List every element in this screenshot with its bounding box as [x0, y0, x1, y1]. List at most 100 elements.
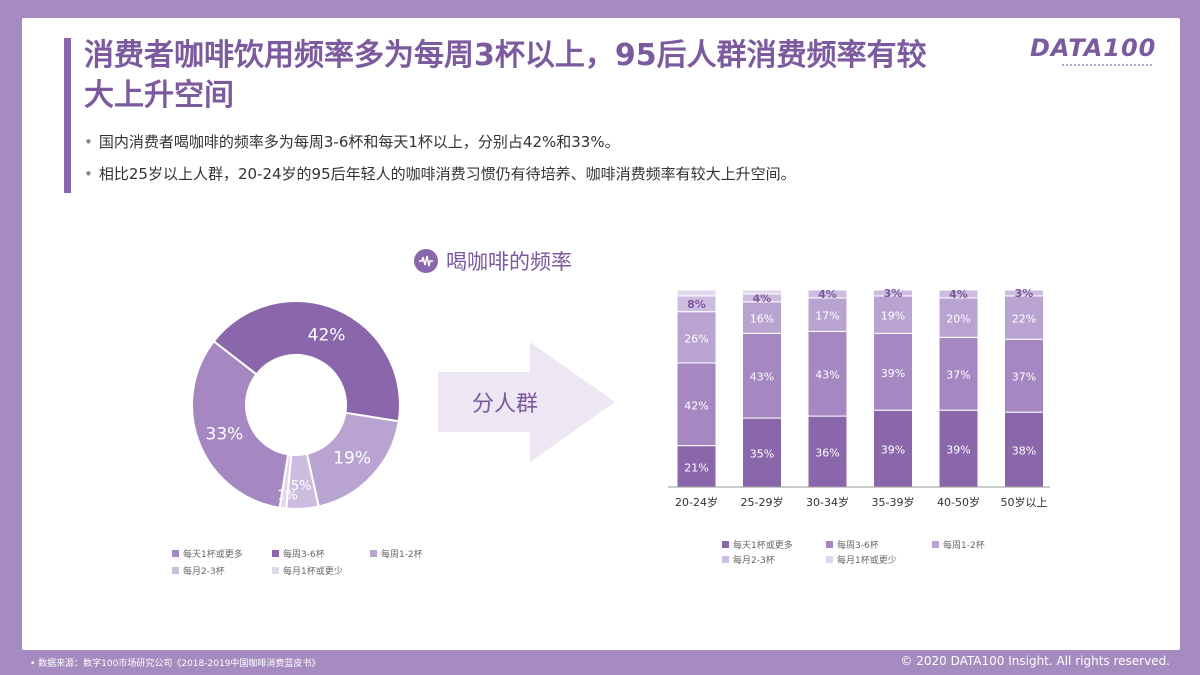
bar-segment	[807, 297, 848, 332]
bar-segment	[807, 289, 848, 299]
bar-segment	[676, 362, 717, 447]
legend-item: 每周3-6杯	[826, 538, 879, 551]
bar-segment	[742, 417, 782, 488]
x-tick-label: 30-34岁	[806, 495, 849, 509]
bar-value-label: 3%	[884, 287, 903, 300]
donut-slice	[191, 339, 290, 509]
legend-swatch	[370, 550, 377, 557]
legend-swatch	[826, 541, 833, 548]
x-tick-label: 20-24岁	[675, 495, 718, 509]
legend-label: 每月2-3杯	[733, 556, 775, 566]
bar-segment	[873, 409, 913, 488]
bar-value-label: 19%	[881, 310, 905, 323]
bar-segment	[938, 336, 979, 411]
legend-label: 每月2-3杯	[183, 567, 225, 577]
bar-segment	[938, 289, 979, 299]
bullet-text: 相比25岁以上人群，20-24岁的95后年轻人的咖啡消费习惯仍有待培养、咖啡消费…	[98, 165, 796, 183]
bar-value-label: 26%	[684, 332, 708, 345]
source-note: • 数据来源：数字100市场研究公司《2018-2019中国咖啡消费蓝皮书》	[30, 659, 321, 669]
legend-swatch	[722, 541, 729, 548]
legend-item: 每周3-6杯	[272, 547, 325, 560]
legend-item: 每周1-2杯	[932, 538, 985, 551]
donut-value-label: 19%	[333, 449, 371, 469]
bar-value-label: 4%	[818, 288, 837, 301]
donut-value-label: 5%	[291, 479, 312, 494]
bar-value-label: 17%	[815, 310, 839, 323]
legend-label: 每周3-6杯	[837, 541, 879, 551]
bullet-1: • 国内消费者喝咖啡的频率多为每周3-6杯和每天1杯以上，分别占42%和33%。	[84, 132, 620, 152]
waveform-icon	[414, 249, 438, 273]
bullet-dot: •	[84, 133, 93, 151]
donut-slice	[278, 453, 293, 510]
legend-label: 每月1杯或更少	[837, 556, 897, 566]
bar-segment	[873, 332, 913, 411]
legend-swatch	[932, 541, 939, 548]
donut-slice	[212, 300, 401, 423]
bar-value-label: 20%	[946, 313, 970, 326]
donut-value-label: 33%	[206, 424, 244, 444]
legend-label: 每周1-2杯	[381, 550, 423, 560]
bar-segment	[1004, 289, 1044, 297]
legend-swatch	[826, 556, 833, 563]
chart-heading: 喝咖啡的频率	[414, 246, 572, 276]
bar-value-label: 36%	[815, 447, 839, 460]
legend-item: 每天1杯或更多	[722, 538, 793, 551]
bar-value-label: 21%	[684, 461, 708, 474]
bar-value-label: 43%	[815, 369, 839, 382]
legend-swatch	[722, 556, 729, 563]
legend-label: 每天1杯或更多	[183, 550, 243, 560]
legend-label: 每周3-6杯	[283, 550, 325, 560]
x-tick-label: 40-50岁	[937, 495, 980, 509]
x-tick-label: 35-39岁	[872, 495, 915, 509]
bar-value-label: 43%	[750, 371, 774, 384]
arrow-label: 分人群	[472, 392, 538, 417]
bar-segment	[873, 295, 913, 334]
logo-underline	[1062, 64, 1152, 66]
legend-label: 每天1杯或更多	[733, 541, 793, 551]
bar-value-label: 3%	[1015, 287, 1034, 300]
bar-value-label: 38%	[1012, 445, 1036, 458]
bar-value-label: 42%	[684, 399, 708, 412]
stacked-bar-chart: 21% 42% 26% 8% 20-24岁 35% 43% 16% 4% 25-29岁 36% 43%…	[668, 287, 1050, 509]
bar-value-label: 39%	[881, 444, 905, 457]
bullet-text: 国内消费者喝咖啡的频率多为每周3-6杯和每天1杯以上，分别占42%和33%。	[98, 133, 620, 151]
bar-value-label: 22%	[1012, 313, 1036, 326]
bar-value-label: 37%	[1012, 371, 1036, 384]
donut-chart: 33% 42% 19% 5%1%	[191, 300, 401, 510]
brand-logo: DATA100	[1030, 34, 1157, 62]
legend-swatch	[272, 550, 279, 557]
bar-value-label: 8%	[687, 298, 706, 311]
title-line-1: 消费者咖啡饮用频率多为每周3杯以上，95后人群消费频率有较	[84, 38, 927, 73]
bar-segment	[1004, 338, 1044, 413]
bar-segment	[742, 301, 782, 334]
title-line-2: 大上升空间	[84, 78, 234, 113]
bar-segment	[742, 332, 782, 419]
legend-item: 每月1杯或更少	[826, 553, 897, 566]
copyright-text: © 2020 DATA100 Insight. All rights reser…	[900, 654, 1170, 668]
bar-value-label: 16%	[750, 313, 774, 326]
x-tick-label: 50岁以上	[1001, 495, 1048, 509]
chart-heading-text: 喝咖啡的频率	[446, 250, 572, 274]
legend-swatch	[272, 567, 279, 574]
bullet-dot: •	[84, 165, 93, 183]
bar-segment	[676, 445, 717, 488]
legend-item: 每月2-3杯	[172, 564, 225, 577]
bar-value-label: 39%	[946, 444, 970, 457]
slide-background	[22, 18, 1180, 650]
legend-item: 每月2-3杯	[722, 553, 775, 566]
bar-segment	[742, 289, 782, 295]
legend-label: 每周1-2杯	[943, 541, 985, 551]
bar-value-label: 39%	[881, 367, 905, 380]
bar-value-label: 37%	[946, 369, 970, 382]
bar-segment	[873, 289, 913, 297]
legend-label: 每月1杯或更少	[283, 567, 343, 577]
legend-item: 每月1杯或更少	[272, 564, 343, 577]
bar-segment	[676, 289, 717, 297]
bar-value-label: 4%	[753, 292, 772, 305]
page-title: 消费者咖啡饮用频率多为每周3杯以上，95后人群消费频率有较 大上升空间	[84, 36, 984, 116]
bar-value-label: 35%	[750, 448, 774, 461]
bullet-2: • 相比25岁以上人群，20-24岁的95后年轻人的咖啡消费习惯仍有待培养、咖啡消…	[84, 164, 796, 184]
bar-segment	[1004, 295, 1044, 340]
legend-swatch	[172, 567, 179, 574]
